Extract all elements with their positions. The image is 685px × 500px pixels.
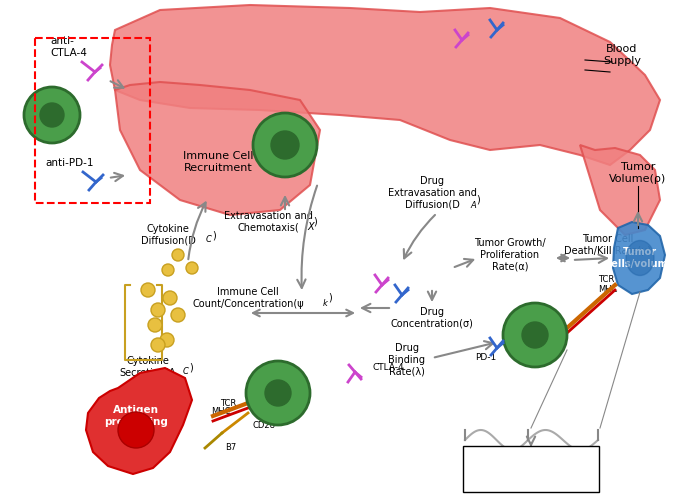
Text: ): ) <box>568 457 572 467</box>
Text: TCR: TCR <box>598 276 614 284</box>
Text: anti-
CTLA-4: anti- CTLA-4 <box>50 36 87 58</box>
Text: k: k <box>323 298 328 308</box>
Text: ψ: ψ <box>562 462 567 471</box>
Circle shape <box>163 291 177 305</box>
Text: MHC: MHC <box>598 284 617 294</box>
Text: T cell: T cell <box>269 133 301 143</box>
Circle shape <box>151 303 165 317</box>
Circle shape <box>40 103 64 127</box>
Circle shape <box>522 322 548 348</box>
Text: X: X <box>307 222 314 232</box>
Ellipse shape <box>626 240 654 276</box>
Text: Cytokine
Diffusion(D: Cytokine Diffusion(D <box>140 224 195 246</box>
Text: Antigen
presenting
cell: Antigen presenting cell <box>104 406 168 438</box>
Text: T cell: T cell <box>36 104 68 114</box>
Text: MHC: MHC <box>212 406 231 416</box>
Text: ): ) <box>476 195 480 205</box>
Circle shape <box>162 264 174 276</box>
Text: Extravasation and
Chemotaxis(: Extravasation and Chemotaxis( <box>223 211 312 233</box>
Circle shape <box>253 113 317 177</box>
Text: C: C <box>206 236 212 244</box>
Text: Immune Cell
Count/Concentration(ψ: Immune Cell Count/Concentration(ψ <box>192 287 304 309</box>
Polygon shape <box>86 368 192 474</box>
Text: A: A <box>470 200 476 209</box>
Text: T cell: T cell <box>519 324 551 334</box>
Text: Tumor Cell
Death/Kill Rate(μ): Tumor Cell Death/Kill Rate(μ) <box>564 234 651 256</box>
Bar <box>35 38 150 203</box>
Text: CD28: CD28 <box>253 422 276 430</box>
Text: ): ) <box>328 293 332 303</box>
FancyArrowPatch shape <box>253 310 353 316</box>
FancyArrowPatch shape <box>362 304 389 312</box>
Circle shape <box>160 333 174 347</box>
Circle shape <box>24 87 80 143</box>
Text: Tumor
Volume(ρ): Tumor Volume(ρ) <box>610 162 667 184</box>
FancyArrowPatch shape <box>558 254 568 262</box>
Circle shape <box>503 303 567 367</box>
Text: Drug
Concentration(σ): Drug Concentration(σ) <box>390 307 473 329</box>
Circle shape <box>265 380 291 406</box>
Text: C: C <box>183 368 189 376</box>
FancyBboxPatch shape <box>463 446 599 492</box>
FancyArrowPatch shape <box>403 215 435 258</box>
Polygon shape <box>613 222 665 294</box>
Circle shape <box>246 361 310 425</box>
Text: Tumor
Cells/volume: Tumor Cells/volume <box>605 247 675 269</box>
Text: Tumor/Immune
Cell Ratio(Λ: Tumor/Immune Cell Ratio(Λ <box>494 451 568 473</box>
Circle shape <box>151 338 165 352</box>
Polygon shape <box>110 5 660 165</box>
Text: PD-1: PD-1 <box>475 352 497 362</box>
Text: B7: B7 <box>225 444 236 452</box>
Circle shape <box>172 249 184 261</box>
Circle shape <box>141 283 155 297</box>
FancyArrowPatch shape <box>297 186 317 288</box>
Text: CTLA-4: CTLA-4 <box>373 364 405 372</box>
Polygon shape <box>115 82 320 215</box>
Circle shape <box>271 131 299 159</box>
FancyArrowPatch shape <box>281 197 289 209</box>
FancyArrowPatch shape <box>111 173 123 181</box>
Text: Cytokine
Secretion(Λ: Cytokine Secretion(Λ <box>120 356 176 378</box>
FancyArrowPatch shape <box>188 202 206 259</box>
Text: ): ) <box>313 217 316 227</box>
Circle shape <box>148 318 162 332</box>
FancyArrowPatch shape <box>435 341 493 357</box>
Text: Immune Cell
Recruitment: Immune Cell Recruitment <box>183 151 253 173</box>
Text: anti-PD-1: anti-PD-1 <box>45 158 93 168</box>
Text: T cell: T cell <box>262 382 294 392</box>
Text: Blood
Supply: Blood Supply <box>603 44 641 66</box>
FancyArrowPatch shape <box>428 291 436 300</box>
Text: Drug
Binding
Rate(λ): Drug Binding Rate(λ) <box>388 344 425 376</box>
Text: ): ) <box>212 230 216 240</box>
Circle shape <box>118 412 154 448</box>
FancyArrowPatch shape <box>455 259 473 267</box>
Circle shape <box>186 262 198 274</box>
FancyArrowPatch shape <box>110 80 123 87</box>
FancyArrowPatch shape <box>575 254 607 263</box>
FancyArrowPatch shape <box>527 436 535 445</box>
Text: ): ) <box>189 362 192 372</box>
Text: Drug
Extravasation and
Diffusion(D: Drug Extravasation and Diffusion(D <box>388 176 477 210</box>
Circle shape <box>171 308 185 322</box>
Text: TCR: TCR <box>220 398 236 407</box>
FancyArrowPatch shape <box>634 213 642 225</box>
Text: Tumor Growth/
Proliferation
Rate(α): Tumor Growth/ Proliferation Rate(α) <box>474 238 546 272</box>
Polygon shape <box>580 145 660 235</box>
